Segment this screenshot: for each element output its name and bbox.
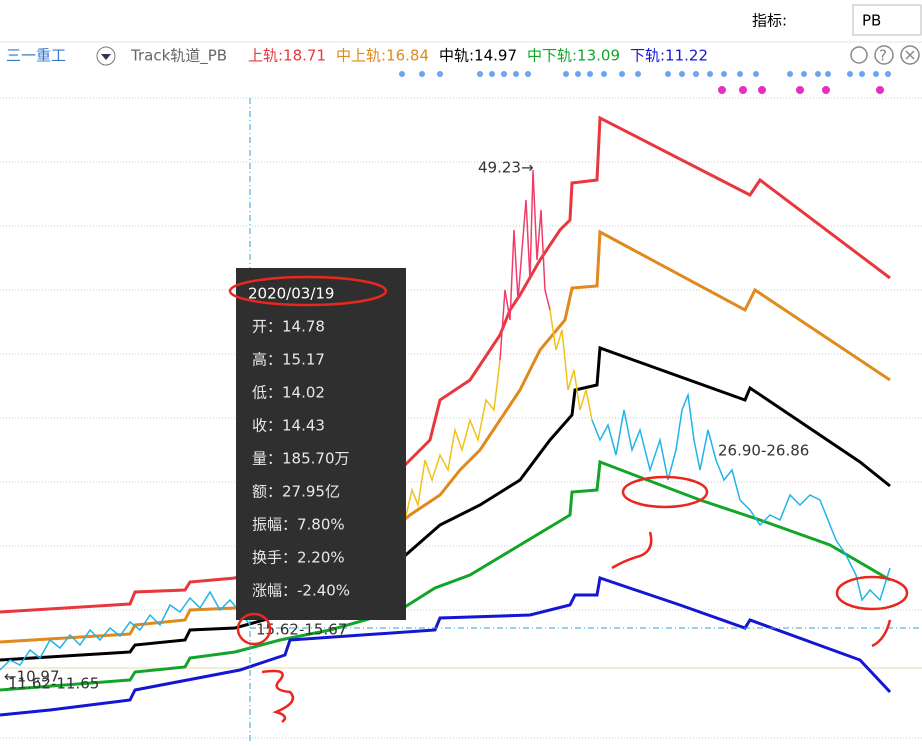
hand-annotations (228, 275, 909, 723)
tooltip-row: 额：27.95亿 (252, 483, 340, 501)
indicator-label: 指标: (752, 12, 787, 30)
legend-entry: 下轨:11.22 (630, 47, 708, 65)
lower-middle-rail (0, 459, 891, 692)
help-icon[interactable] (874, 45, 894, 65)
price-line-peak (499, 169, 551, 361)
price-line-late (591, 392, 891, 602)
signal-dots-pink (718, 86, 884, 94)
tooltip-row: 低：14.02 (252, 384, 325, 402)
grid (0, 97, 922, 739)
peak-label: 49.23→ (478, 159, 534, 177)
settings-icon[interactable] (850, 46, 868, 64)
indicator-value[interactable]: PB (862, 12, 881, 30)
middle-rail (0, 345, 891, 662)
upper-rail (0, 115, 891, 614)
legend-entry: 中上轨:16.84 (336, 47, 429, 65)
range-mid-label: 26.90-26.86 (718, 442, 809, 460)
tooltip-row: 振幅：7.80% (252, 516, 345, 534)
signal-dots (399, 71, 891, 77)
tooltip-row: 量：185.70万 (252, 450, 350, 468)
close-icon[interactable] (900, 45, 920, 65)
indicator-input[interactable] (852, 4, 922, 36)
tooltip-row: 开：14.78 (252, 318, 325, 336)
legend: 上轨:18.71 中上轨:16.84 中轨:14.97 中下轨:13.09 下轨:11.… (248, 47, 708, 65)
legend-entry: 上轨:18.71 (248, 47, 326, 65)
tooltip-date: 2020/03/19 (248, 285, 334, 303)
price-line-falling (549, 309, 593, 421)
tooltip-row: 高：15.17 (252, 351, 325, 369)
tooltip-row: 涨幅：-2.40% (252, 582, 350, 600)
stock-name[interactable]: 三一重工 (6, 47, 66, 65)
left-range-label: 11.62-11.65 (8, 675, 99, 693)
tooltip-rows: 开：14.78 高：15.17 低：14.02 收：14.43 量：185.70万额：2… (252, 318, 350, 600)
upper-middle-rail (0, 229, 891, 644)
legend-entry: 中轨:14.97 (439, 47, 517, 65)
legend-entry: 中下轨:13.09 (527, 47, 620, 65)
price-line (0, 590, 251, 671)
tooltip (236, 268, 406, 620)
tooltip-row: 收：14.43 (252, 417, 325, 435)
indicator-name: Track轨道_PB (130, 47, 227, 66)
help-glyph: ? (879, 47, 887, 65)
left-low-label: ←10.97 (4, 668, 60, 686)
price-line-rising (404, 359, 501, 521)
tooltip-row: 换手：2.20% (252, 549, 345, 567)
close-glyph (905, 50, 915, 60)
dropdown-arrow (101, 54, 111, 60)
range-low-label: 15.62-15.67 (256, 621, 347, 639)
